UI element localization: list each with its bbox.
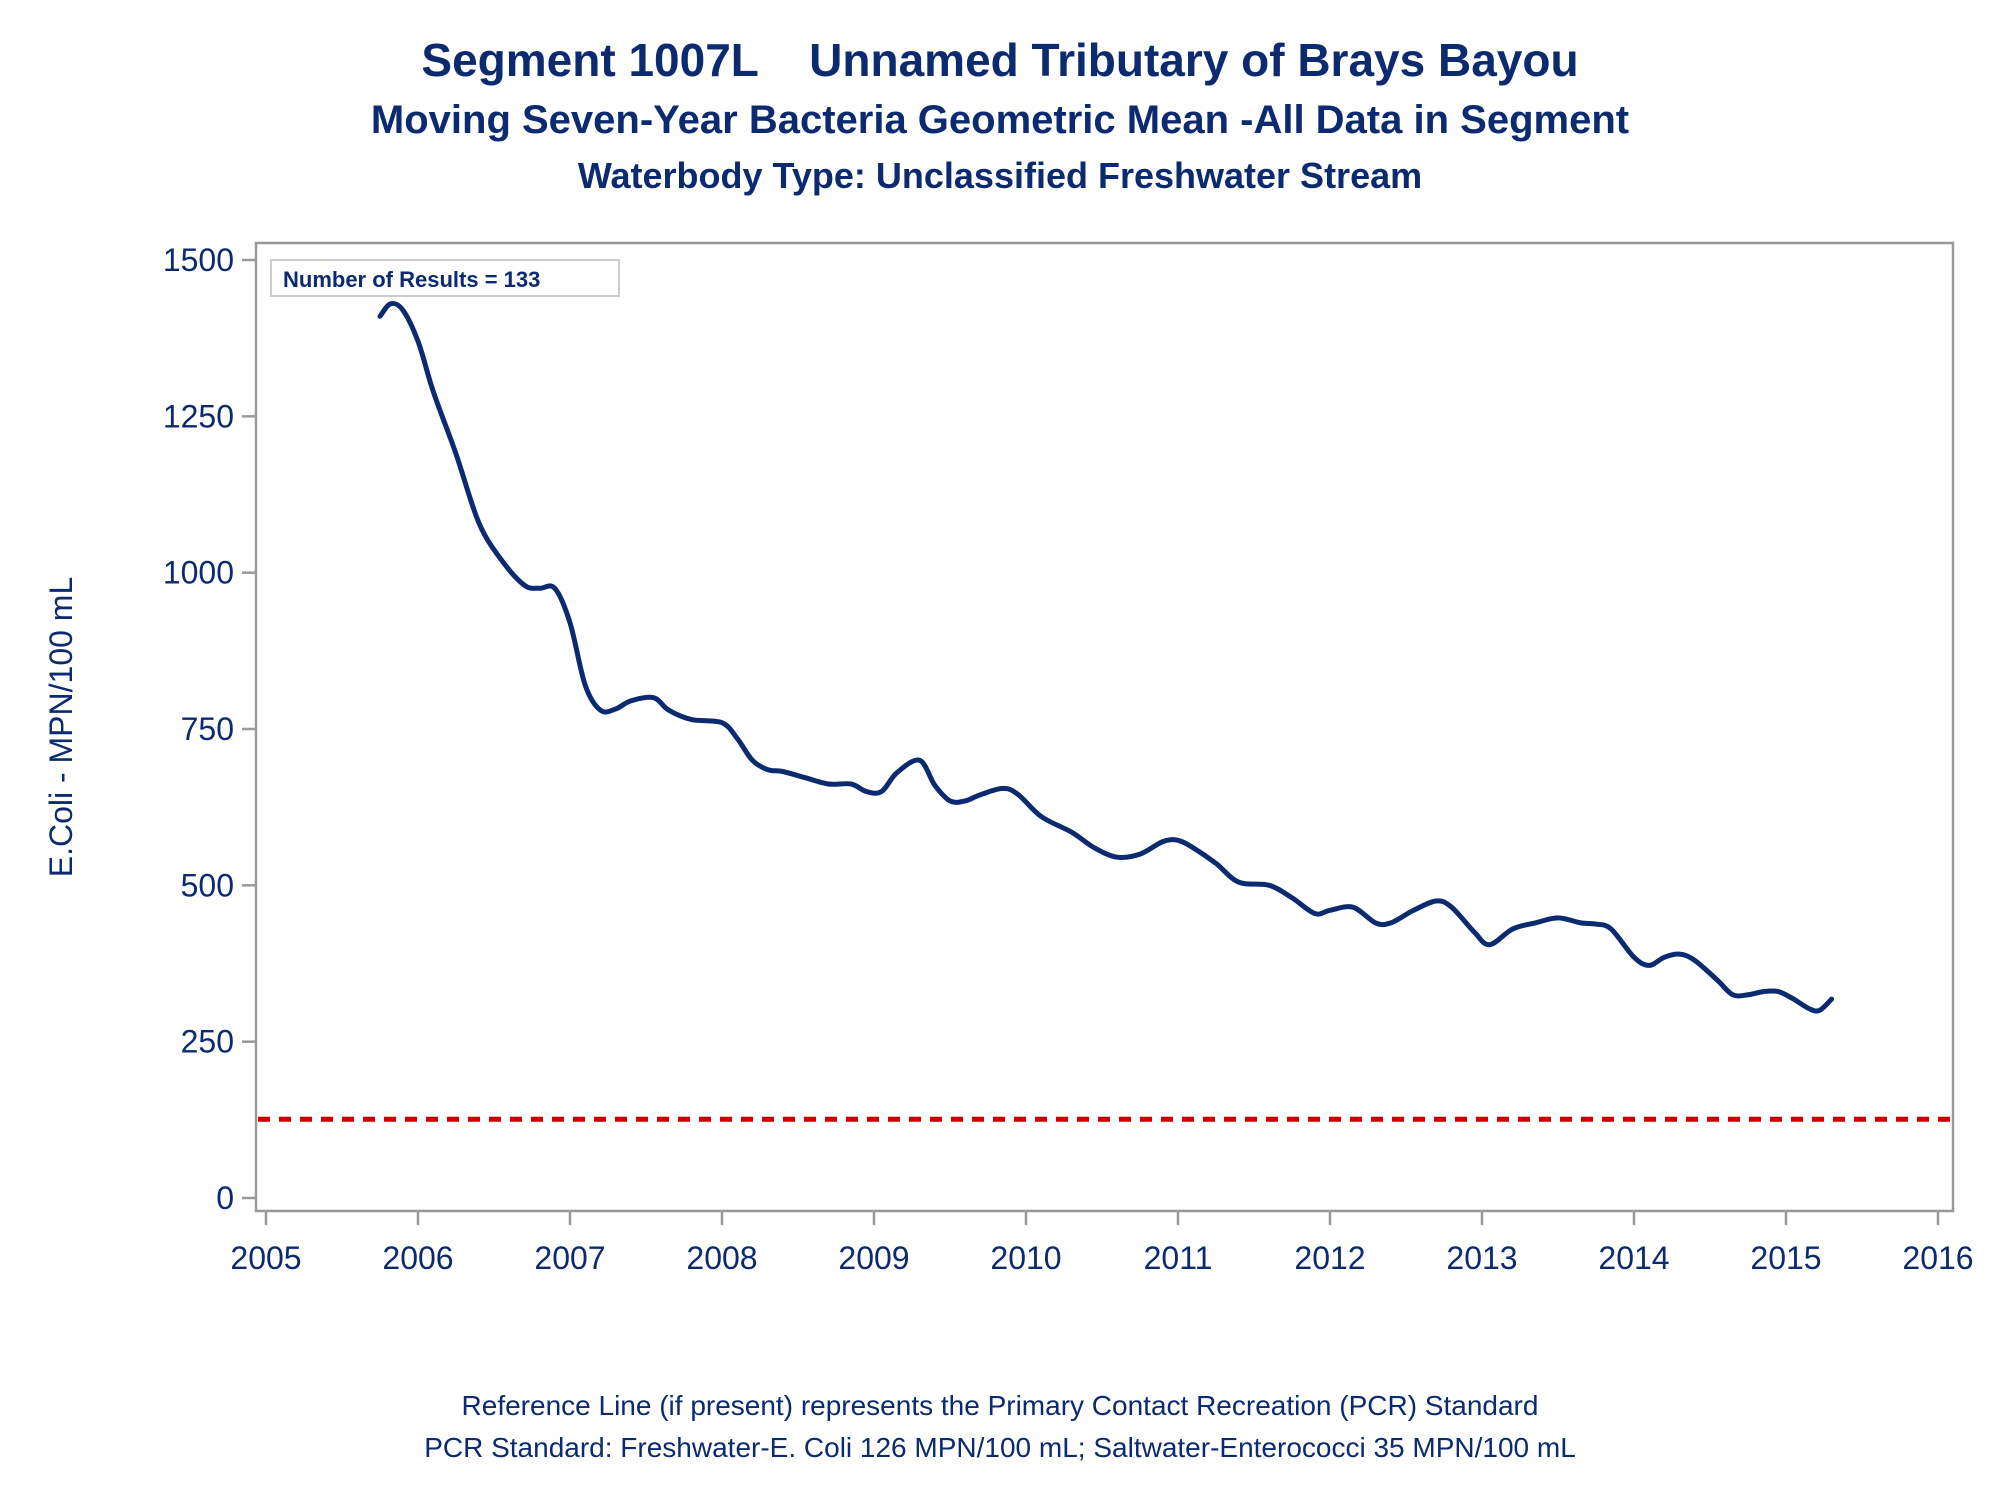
footnote-line-2: PCR Standard: Freshwater-E. Coli 126 MPN… [424, 1432, 1576, 1463]
chart-subtitle: Moving Seven-Year Bacteria Geometric Mea… [370, 98, 1630, 142]
x-tick-label: 2010 [990, 1240, 1061, 1276]
y-tick-label: 1500 [163, 242, 234, 278]
x-axis: 2005 2006 2007 2008 2009 2010 2011 2012 2013 2014… [230, 1211, 1974, 1276]
x-tick-label: 2012 [1294, 1240, 1365, 1276]
footnote-line-1: Reference Line (if present) represents t… [461, 1390, 1539, 1421]
y-tick-label: 1250 [163, 398, 234, 434]
x-tick-label: 2015 [1750, 1240, 1821, 1276]
y-tick-label: 250 [181, 1024, 234, 1060]
chart-subtitle-2: Waterbody Type: Unclassified Freshwater … [577, 155, 1423, 196]
chart-titles: Segment 1007L Unnamed Tributary of Brays… [0, 30, 2000, 202]
y-axis-label: E.Coli - MPN/100 mL [43, 577, 79, 878]
series-line [377, 300, 1835, 1014]
chart-title: Segment 1007L Unnamed Tributary of Brays… [421, 34, 1579, 86]
y-tick-label: 0 [216, 1180, 234, 1216]
x-tick-label: 2007 [534, 1240, 605, 1276]
x-tick-label: 2014 [1598, 1240, 1669, 1276]
plot-frame [254, 241, 1955, 1213]
annotation-text: Number of Results = 133 [283, 267, 540, 292]
x-tick-label: 2005 [230, 1240, 301, 1276]
x-tick-label: 2016 [1902, 1240, 1973, 1276]
annotation-box: Number of Results = 133 [270, 259, 620, 297]
y-tick-label: 500 [181, 867, 234, 903]
x-tick-label: 2013 [1446, 1240, 1517, 1276]
annotation-frame [270, 259, 620, 297]
y-tick-label: 1000 [163, 555, 234, 591]
x-tick-label: 2011 [1144, 1240, 1213, 1276]
x-tick-label: 2008 [686, 1240, 757, 1276]
x-tick-label: 2009 [838, 1240, 909, 1276]
y-tick-label: 750 [181, 711, 234, 747]
x-tick-label: 2006 [382, 1240, 453, 1276]
footnotes: Reference Line (if present) represents t… [0, 1385, 2000, 1469]
y-axis: 0 250 500 750 1000 1250 1500 [163, 242, 256, 1216]
